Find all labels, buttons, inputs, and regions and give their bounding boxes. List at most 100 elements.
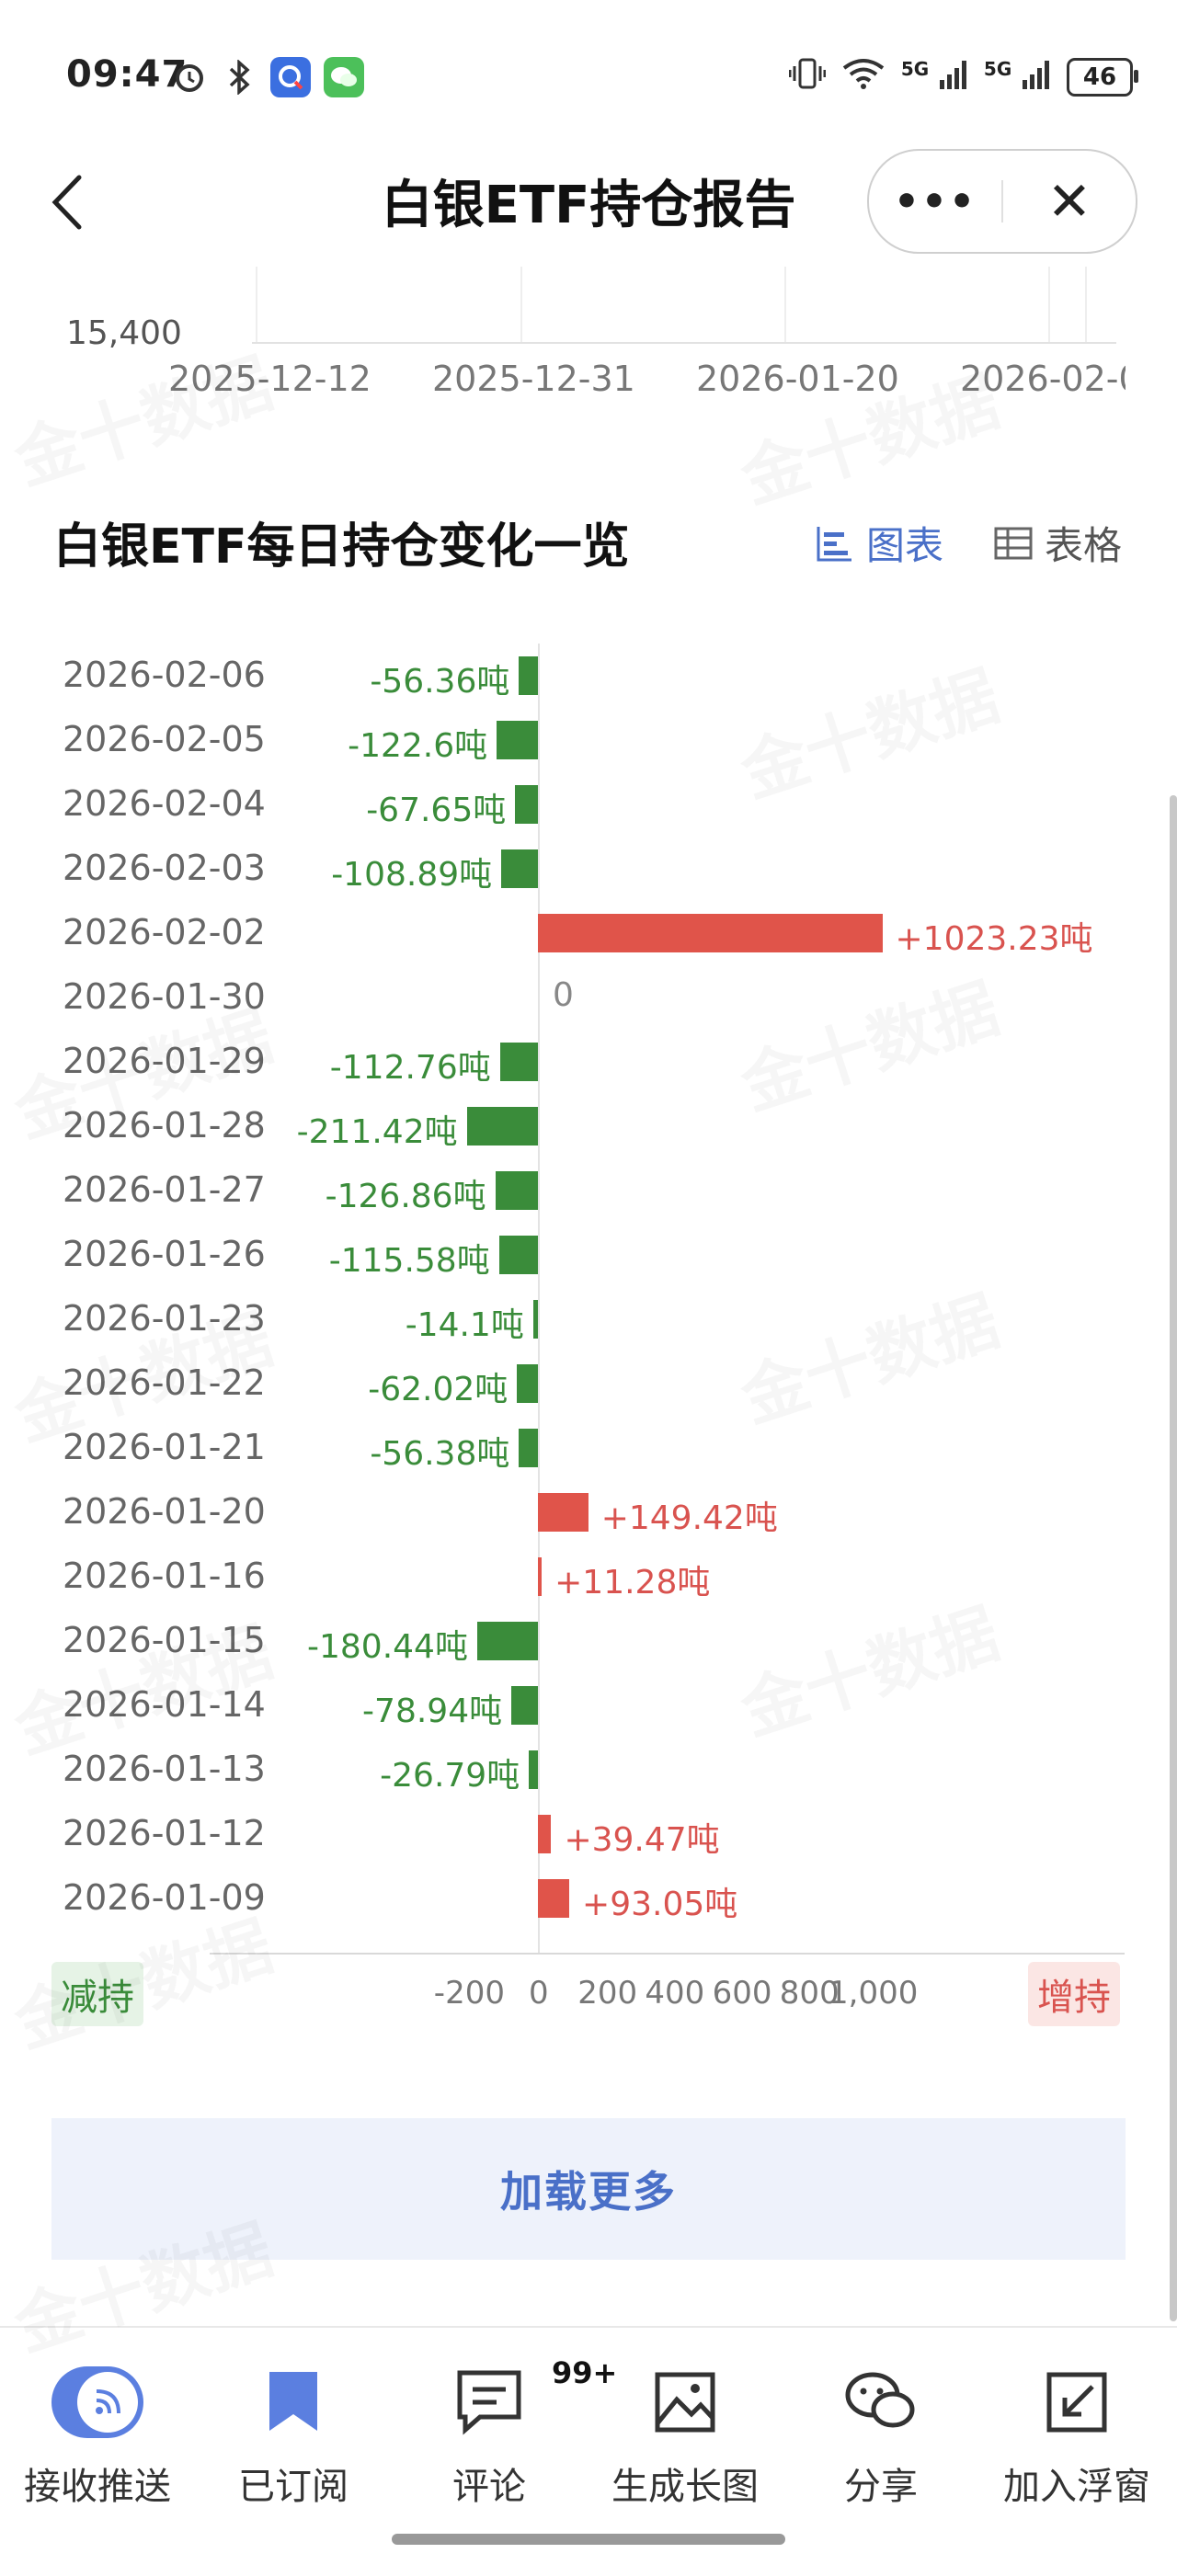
chart-row: 2026-02-02 +1023.23吨 (0, 901, 1177, 965)
grid-line (520, 267, 522, 342)
chart-row: 2026-02-05 -122.6吨 (0, 708, 1177, 772)
table-view-toggle[interactable]: 表格 (993, 515, 1122, 571)
mini-program-capsule: ••• ✕ (867, 149, 1137, 254)
holdings-trend-chart: 15,400 2025-12-12 2025-12-31 2026-01-20 … (0, 267, 1177, 423)
grid-line (1085, 267, 1087, 342)
scrollbar[interactable] (1170, 795, 1177, 2321)
row-date-label: 2026-02-05 (63, 719, 266, 759)
status-right-icons: 5G 5G 46 (788, 57, 1138, 97)
subscribed-item[interactable]: 已订阅 (201, 2328, 385, 2512)
y-tick-label: 15,400 (66, 314, 182, 352)
float-window-item[interactable]: 加入浮窗 (985, 2328, 1169, 2512)
chart-row: 2026-01-15 -180.44吨 (0, 1609, 1177, 1673)
long-image-item[interactable]: 生成长图 (593, 2328, 777, 2512)
chart-bar (519, 1429, 538, 1467)
nav-header: 白银ETF持仓报告 ••• ✕ (0, 138, 1177, 267)
chart-row: 2026-01-20 +149.42吨 (0, 1480, 1177, 1544)
home-indicator[interactable] (392, 2534, 785, 2545)
push-switch[interactable] (51, 2366, 143, 2438)
rss-toggle-icon[interactable] (51, 2361, 143, 2444)
chart-bar (517, 1364, 538, 1403)
data-label: +11.28吨 (554, 1564, 711, 1601)
chart-row: 2026-01-30 0 (0, 965, 1177, 1030)
legend-increase: 增持 (1028, 1962, 1120, 2026)
load-more-button[interactable]: 加载更多 (51, 2118, 1126, 2260)
chart-bar (466, 1107, 538, 1146)
more-button[interactable]: ••• (893, 177, 977, 225)
back-button[interactable] (46, 170, 101, 234)
data-label: -56.38吨 (370, 1435, 510, 1473)
capsule-divider (1001, 180, 1003, 222)
share-item[interactable]: 分享 (789, 2328, 973, 2512)
legend-decrease: 减持 (51, 1962, 143, 2026)
row-date-label: 2026-01-26 (63, 1234, 266, 1274)
row-date-label: 2026-01-29 (63, 1041, 266, 1081)
share-label: 分享 (844, 2466, 918, 2508)
x-tick-label: 2025-12-31 (432, 359, 635, 399)
row-date-label: 2026-01-30 (63, 976, 266, 1017)
data-label: -26.79吨 (380, 1757, 520, 1795)
data-label: 0 (553, 976, 574, 1014)
data-label: -126.86吨 (325, 1178, 486, 1215)
data-label: -108.89吨 (331, 856, 493, 894)
signal-5g-icon-2: 5G (984, 58, 1052, 96)
chart-bar (476, 1622, 538, 1660)
chart-bar (538, 914, 883, 952)
chart-bar (498, 1236, 538, 1274)
chart-row: 2026-01-14 -78.94吨 (0, 1673, 1177, 1738)
chart-bar (538, 1815, 552, 1853)
data-label: -115.58吨 (328, 1242, 490, 1280)
bar-chart-icon (817, 526, 851, 561)
data-label: +1023.23吨 (895, 920, 1093, 958)
grid-line (1048, 267, 1050, 342)
long-image-label: 生成长图 (611, 2466, 759, 2508)
x-tick-label: 0 (529, 1975, 549, 2012)
chart-row: 2026-01-27 -126.86吨 (0, 1158, 1177, 1223)
chart-row: 2026-01-22 -62.02吨 (0, 1351, 1177, 1416)
daily-change-bar-chart: 减持 增持 2026-02-06 -56.36吨 2026-02-05 -122.6吨… (0, 644, 1177, 2026)
comment-item[interactable]: 99+ 评论 (397, 2328, 617, 2512)
status-time: 09:47 (66, 53, 189, 96)
chart-bar (515, 785, 538, 824)
push-toggle-item[interactable]: 接收推送 (6, 2328, 189, 2512)
data-label: -122.6吨 (348, 727, 488, 765)
close-button[interactable]: ✕ (1046, 170, 1092, 233)
chart-row: 2026-02-04 -67.65吨 (0, 772, 1177, 837)
chart-toggle-label: 图表 (866, 523, 944, 568)
chevron-left-icon (51, 175, 82, 230)
chart-row: 2026-01-29 -112.76吨 (0, 1030, 1177, 1094)
wifi-icon (840, 57, 886, 97)
grid-line (256, 267, 257, 342)
row-date-label: 2026-01-09 (63, 1877, 266, 1918)
row-date-label: 2026-02-02 (63, 912, 266, 952)
row-date-label: 2026-01-16 (63, 1556, 266, 1596)
comment-label: 评论 (452, 2466, 526, 2508)
status-left-icons (171, 57, 364, 97)
row-date-label: 2026-01-14 (63, 1684, 266, 1725)
zero-line (538, 644, 540, 1953)
comment-count-badge: 99+ (552, 2355, 618, 2390)
alarm-icon (171, 59, 208, 96)
grid-line (784, 267, 786, 342)
bluetooth-icon (221, 59, 257, 96)
vibrate-icon (788, 57, 827, 97)
chart-bar (495, 1171, 538, 1210)
data-label: -62.02吨 (368, 1371, 509, 1408)
row-date-label: 2026-01-12 (63, 1813, 266, 1853)
chart-bar (499, 1043, 538, 1081)
row-date-label: 2026-01-22 (63, 1362, 266, 1403)
x-tick-label: 2026-01-20 (696, 359, 899, 399)
data-label: +39.47吨 (564, 1821, 720, 1859)
subscribed-label: 已订阅 (238, 2466, 349, 2508)
table-icon (994, 527, 1033, 559)
chart-row: 2026-01-26 -115.58吨 (0, 1223, 1177, 1287)
table-toggle-label: 表格 (1045, 523, 1123, 568)
image-icon (639, 2361, 731, 2444)
battery-level: 46 (1082, 63, 1117, 91)
chart-row: 2026-01-13 -26.79吨 (0, 1738, 1177, 1802)
chart-view-toggle[interactable]: 图表 (815, 515, 943, 571)
data-label: +93.05吨 (582, 1886, 738, 1923)
chart-bar (511, 1686, 538, 1725)
row-date-label: 2026-01-15 (63, 1620, 266, 1660)
data-label: -56.36吨 (370, 663, 510, 701)
